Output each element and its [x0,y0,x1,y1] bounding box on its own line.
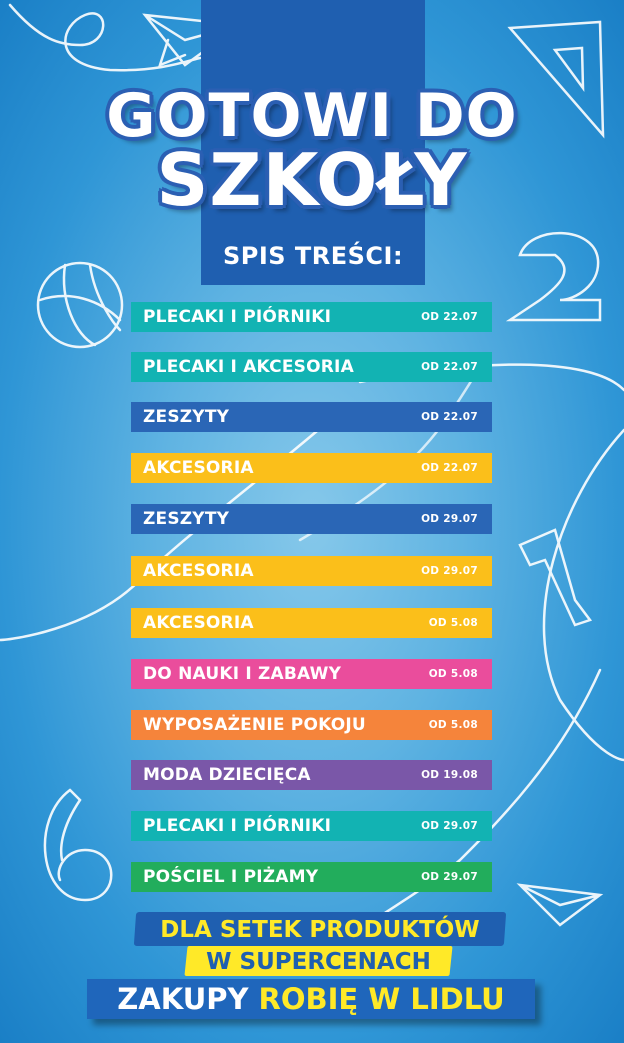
toc-item[interactable]: AKCESORIA OD 29.07 [131,556,492,586]
number-one-icon [518,528,593,627]
toc-item-date: OD 29.07 [421,820,478,832]
toc-item-date: OD 29.07 [421,565,478,577]
toc-item[interactable]: PLECAKI I PIÓRNIKI OD 29.07 [131,811,492,841]
toc-item-date: OD 22.07 [421,361,478,373]
toc-item[interactable]: MODA DZIECIĘCA OD 19.08 [131,760,492,790]
toc-item-label: AKCESORIA [143,561,254,581]
title-background-band [201,0,425,285]
page-title-line2: SZKOŁY [156,138,468,222]
page-title-line1: GOTOWI DO [106,81,518,151]
slogan-white-text: ZAKUPY [117,982,249,1016]
toc-item-date: OD 22.07 [421,311,478,323]
toc-item[interactable]: DO NAUKI I ZABAWY OD 5.08 [131,659,492,689]
toc-item-date: OD 22.07 [421,462,478,474]
set-square-icon [507,20,605,139]
toc-item-label: PLECAKI I AKCESORIA [143,357,354,377]
toc-item-date: OD 22.07 [421,411,478,423]
toc-item-label: WYPOSAŻENIE POKOJU [143,715,366,735]
toc-item[interactable]: PLECAKI I AKCESORIA OD 22.07 [131,352,492,382]
toc-item-label: ZESZYTY [143,407,230,427]
toc-item[interactable]: AKCESORIA OD 5.08 [131,608,492,638]
toc-item-date: OD 29.07 [421,513,478,525]
toc-item[interactable]: ZESZYTY OD 29.07 [131,504,492,534]
toc-item[interactable]: POŚCIEL I PIŻAMY OD 29.07 [131,862,492,892]
toc-item-date: OD 5.08 [428,719,478,731]
toc-item-label: ZESZYTY [143,509,230,529]
slogan-banner: ZAKUPY ROBIĘ W LIDLU [87,979,535,1019]
toc-item[interactable]: PLECAKI I PIÓRNIKI OD 22.07 [131,302,492,332]
toc-heading: SPIS TREŚCI: [222,242,404,270]
toc-item-date: OD 5.08 [428,668,478,680]
toc-item[interactable]: AKCESORIA OD 22.07 [131,453,492,483]
slogan-yellow-text: ROBIĘ W LIDLU [258,982,505,1016]
toc-item[interactable]: WYPOSAŻENIE POKOJU OD 5.08 [131,710,492,740]
toc-item-label: AKCESORIA [143,458,254,478]
toc-item-label: MODA DZIECIĘCA [143,765,311,785]
toc-item-date: OD 19.08 [421,769,478,781]
toc-item-label: AKCESORIA [143,613,254,633]
promo-line2: W SUPERCENACH [206,949,431,975]
toc-item-date: OD 5.08 [428,617,478,629]
toc-item[interactable]: ZESZYTY OD 22.07 [131,402,492,432]
paper-plane-icon [516,883,604,927]
toc-item-label: PLECAKI I PIÓRNIKI [143,816,332,836]
number-two-icon [505,231,602,322]
toc-item-label: DO NAUKI I ZABAWY [143,664,342,684]
toc-item-label: POŚCIEL I PIŻAMY [143,867,319,887]
toc-item-label: PLECAKI I PIÓRNIKI [143,307,332,327]
promo-line1: DLA SETEK PRODUKTÓW [160,917,480,943]
number-six-icon [43,788,113,902]
toc-item-date: OD 29.07 [421,871,478,883]
basketball-icon [36,261,124,349]
